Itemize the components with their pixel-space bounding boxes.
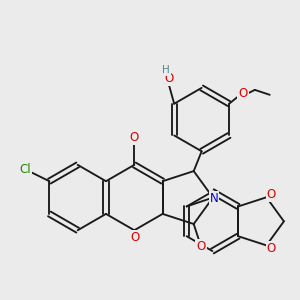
Text: O: O [196, 240, 206, 253]
Text: O: O [267, 242, 276, 255]
Text: H: H [162, 65, 170, 75]
Text: O: O [131, 231, 140, 244]
Text: O: O [130, 130, 139, 144]
Text: O: O [238, 87, 248, 100]
Text: O: O [165, 73, 174, 85]
Text: N: N [209, 192, 218, 205]
Text: O: O [267, 188, 276, 201]
Text: Cl: Cl [20, 164, 31, 176]
